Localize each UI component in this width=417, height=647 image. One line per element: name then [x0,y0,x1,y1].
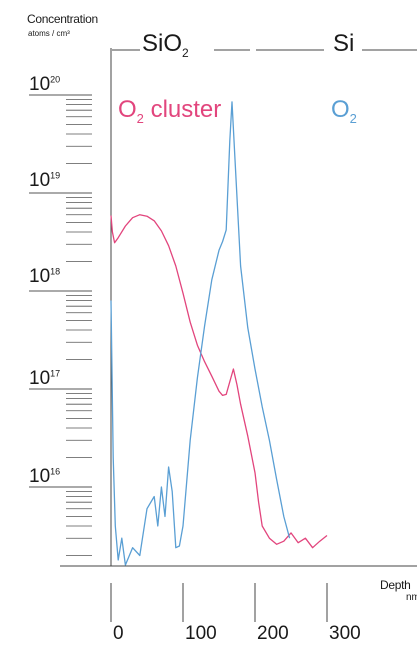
y-tick-base: 10 [29,170,51,191]
y-tick-exp: 16 [50,466,61,477]
y-axis-label: Concentration [27,12,98,26]
series-line-1 [110,101,291,566]
legend-text-main: O [331,96,350,123]
y-tick-base: 10 [29,74,51,95]
region-label-main: SiO [142,30,183,57]
y-tick-base: 10 [29,368,51,389]
y-tick-label: 1020 [29,74,60,96]
y-tick-exp: 17 [50,368,61,379]
legend-o2-cluster: O2 cluster [118,96,221,126]
y-tick-exp: 19 [50,170,61,181]
region-label-sio2: SiO2 [142,30,189,60]
y-tick-exp: 20 [50,74,61,85]
y-tick-base: 10 [29,466,51,487]
y-tick-label: 1018 [29,266,60,288]
y-tick-exp: 18 [50,266,61,277]
region-label-sub: 2 [182,45,189,60]
region-label-main: Si [333,30,355,57]
x-tick-label: 300 [329,623,361,644]
y-tick-label: 1017 [29,368,60,390]
y-tick-label: 1016 [29,466,60,488]
series-line-0 [110,214,328,549]
y-axis-unit: atoms / cm³ [28,29,70,38]
y-tick-label: 1019 [29,170,60,192]
x-tick-label: 100 [185,623,217,644]
region-label-si: Si [333,30,354,58]
y-tick-base: 10 [29,266,51,287]
legend-text-sub: 2 [136,110,144,126]
legend-text-sub: 2 [349,110,357,126]
x-axis-label: Depth [380,578,411,592]
x-tick-label: 200 [257,623,289,644]
legend-o2: O2 [331,96,357,126]
legend-text-suffix: cluster [143,96,222,123]
x-tick-label: 0 [113,623,124,644]
x-axis-unit: nm [406,592,417,603]
legend-text-main: O [118,96,137,123]
